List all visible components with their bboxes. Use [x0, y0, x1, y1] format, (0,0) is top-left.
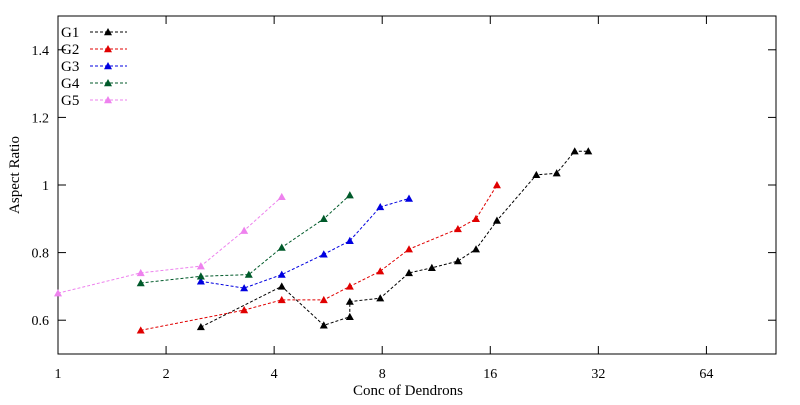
legend-marker — [104, 45, 112, 53]
data-point — [54, 289, 62, 297]
plot-frame — [57, 15, 777, 355]
data-point — [345, 236, 354, 244]
data-point — [277, 243, 286, 251]
y-tick-label: 1 — [42, 179, 49, 194]
data-point — [277, 192, 286, 201]
x-axis-ticks: 1 2 4 8 16 32 64 — [55, 16, 713, 382]
data-point — [345, 282, 354, 290]
data-point — [570, 147, 579, 155]
data-point — [277, 282, 286, 290]
legend-marker — [104, 96, 112, 104]
data-point — [472, 214, 481, 222]
data-point — [552, 169, 561, 177]
data-point — [136, 268, 145, 277]
series-line — [200, 198, 410, 289]
data-point — [376, 267, 385, 275]
legend-marker — [104, 28, 112, 36]
y-axis-label: Aspect Ratio — [7, 136, 23, 214]
series-line — [200, 150, 589, 328]
x-tick-label: 32 — [591, 367, 605, 382]
x-tick-label: 2 — [163, 367, 170, 382]
y-tick-label: 1.4 — [32, 44, 50, 59]
data-point — [345, 191, 354, 199]
data-point — [532, 170, 541, 179]
data-point — [472, 245, 481, 253]
data-point — [319, 295, 328, 304]
data-point — [492, 216, 501, 224]
data-point — [345, 297, 354, 305]
data-point — [405, 268, 414, 277]
series-g5 — [54, 192, 286, 297]
data-point — [196, 277, 205, 285]
data-point — [240, 226, 249, 234]
legend-label: G4 — [61, 76, 80, 92]
x-tick-label: 1 — [55, 367, 62, 382]
series-line — [140, 194, 351, 284]
data-point — [319, 214, 328, 222]
data-point — [492, 181, 501, 189]
series-g3 — [196, 194, 414, 292]
y-axis-ticks: 0.6 0.8 1 1.2 1.4 — [32, 44, 776, 329]
data-point — [240, 284, 249, 292]
data-point — [405, 194, 414, 202]
legend-marker — [104, 79, 112, 87]
data-point — [319, 250, 328, 258]
data-point — [196, 272, 205, 280]
data-point — [376, 294, 385, 302]
x-tick-label: 16 — [483, 367, 497, 382]
series-g4 — [136, 191, 354, 287]
data-point — [376, 202, 385, 211]
x-tick-label: 8 — [379, 367, 386, 382]
series-line — [140, 184, 498, 331]
y-tick-label: 0.8 — [32, 247, 50, 262]
data-point — [453, 224, 462, 233]
legend-marker — [104, 62, 112, 70]
series-g1 — [196, 147, 593, 331]
series-layer — [54, 147, 593, 334]
series-line — [57, 196, 283, 294]
data-point — [453, 257, 462, 265]
x-tick-label: 64 — [699, 367, 713, 382]
data-point — [240, 306, 249, 314]
legend-label: G1 — [61, 25, 79, 41]
x-axis-label: Conc of Dendrons — [353, 383, 463, 399]
data-point — [319, 321, 328, 329]
data-point — [196, 262, 205, 270]
legend-label: G5 — [61, 93, 79, 109]
series-g2 — [136, 181, 501, 334]
y-tick-label: 1.2 — [32, 111, 50, 126]
data-point — [427, 263, 436, 272]
legend-label: G2 — [61, 42, 79, 58]
data-point — [345, 312, 354, 321]
data-point — [136, 326, 145, 334]
legend-label: G3 — [61, 59, 79, 75]
data-point — [136, 279, 145, 287]
data-point — [584, 147, 593, 155]
x-tick-label: 4 — [271, 367, 278, 382]
data-point — [277, 295, 286, 304]
y-tick-label: 0.6 — [32, 314, 50, 329]
data-point — [277, 270, 286, 278]
data-point — [196, 322, 205, 331]
data-point — [244, 270, 253, 278]
data-point — [405, 245, 414, 253]
